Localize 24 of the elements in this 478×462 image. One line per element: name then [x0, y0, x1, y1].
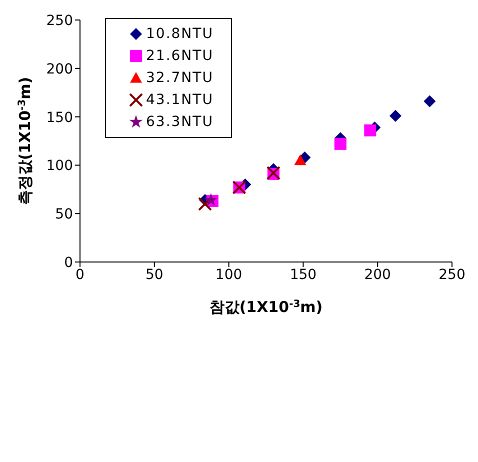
y-tick-label: 100: [46, 158, 73, 174]
x-tick-label: 0: [76, 266, 84, 283]
legend-label: 43.1NTU: [146, 92, 214, 108]
y-tick-label: 150: [46, 110, 73, 126]
y-tick-label: 250: [46, 12, 73, 29]
point: [424, 95, 436, 108]
point: [389, 110, 402, 122]
point: [198, 196, 212, 211]
x-axis-title: 참값(1X10$^{-3}$m): [209, 298, 323, 316]
x-tick-label: 100: [215, 266, 242, 283]
legend-label: 21.6NTU: [146, 48, 214, 64]
legend-label: 10.8NTU: [146, 26, 214, 42]
legend-label: 32.7NTU: [146, 70, 214, 86]
x-tick-label: 200: [364, 266, 391, 283]
point: [364, 124, 376, 136]
point: [334, 138, 346, 150]
y-tick-label: 50: [55, 206, 73, 223]
x-tick-label: 50: [145, 266, 164, 283]
x-tick-label: 150: [290, 266, 317, 283]
point: [294, 154, 306, 166]
legend-label: 63.3NTU: [146, 114, 214, 130]
x-tick-label: 250: [438, 266, 466, 283]
y-tick-label: 200: [46, 61, 73, 78]
y-tick-label: 0: [64, 254, 73, 271]
